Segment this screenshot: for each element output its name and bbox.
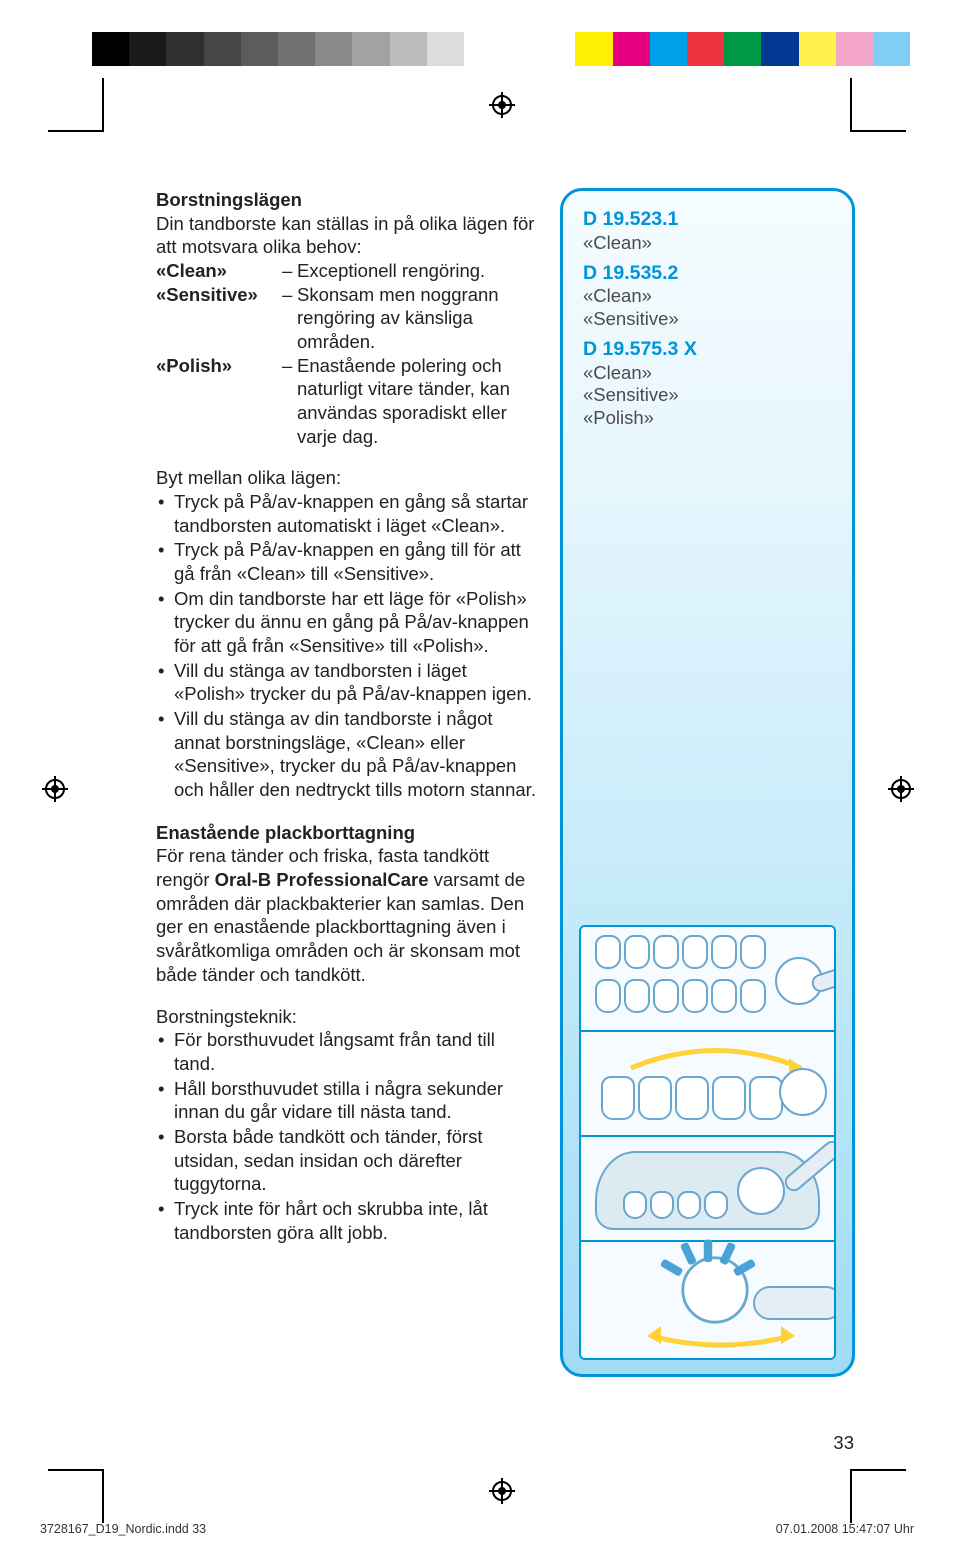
models-panel: D 19.523.1«Clean»D 19.535.2«Clean»«Sensi… — [560, 188, 855, 1377]
definition-body: Enastående polering och naturligt vitare… — [297, 354, 536, 449]
illustration-cell — [581, 927, 834, 1032]
footer-file: 3728167_D19_Nordic.indd 33 — [40, 1521, 206, 1537]
registration-mark-icon — [489, 1478, 515, 1504]
technique-list: För borsthuvudet långsamt från tand till… — [156, 1028, 536, 1244]
registration-mark-icon — [489, 92, 515, 118]
printer-color-bar — [92, 32, 910, 66]
definition-row: «Clean»–Exceptionell rengöring. — [156, 259, 536, 283]
model-heading: D 19.535.2 — [583, 261, 832, 286]
model-modes: «Clean»«Sensitive» — [583, 285, 832, 330]
list-item: Vill du stänga av din tandborste i något… — [156, 707, 536, 802]
crop-mark — [102, 1469, 104, 1523]
list-item: Om din tandborste har ett läge för «Poli… — [156, 587, 536, 658]
switch-list: Tryck på På/av-knappen en gång så starta… — [156, 490, 536, 802]
illustration-cell — [581, 1137, 834, 1242]
registration-mark-icon — [42, 776, 68, 802]
models-list: D 19.523.1«Clean»D 19.535.2«Clean»«Sensi… — [563, 191, 852, 429]
list-item: Vill du stänga av tandborsten i läget «P… — [156, 659, 536, 706]
crop-mark — [850, 130, 906, 132]
model-heading: D 19.523.1 — [583, 207, 832, 232]
section2-para: För rena tänder och friska, fasta tandkö… — [156, 844, 536, 986]
definition-body: Skonsam men noggrann rengöring av känsli… — [297, 283, 536, 354]
illustration-cell — [581, 1242, 834, 1358]
definition-term: «Polish» — [156, 354, 282, 449]
definition-term: «Sensitive» — [156, 283, 282, 354]
model-modes: «Clean» — [583, 232, 832, 255]
definition-row: «Polish»–Enastående polering och naturli… — [156, 354, 536, 449]
footer-timestamp: 07.01.2008 15:47:07 Uhr — [776, 1521, 914, 1537]
crop-mark — [850, 1469, 906, 1471]
definition-row: «Sensitive»–Skonsam men noggrann rengöri… — [156, 283, 536, 354]
model-heading: D 19.575.3 X — [583, 337, 832, 362]
switch-heading: Byt mellan olika lägen: — [156, 466, 536, 490]
page: Borstningslägen Din tandborste kan ställ… — [0, 0, 954, 1555]
definition-body: Exceptionell rengöring. — [297, 259, 536, 283]
crop-mark — [48, 130, 104, 132]
list-item: Tryck inte för hårt och skrubba inte, lå… — [156, 1197, 536, 1244]
illustration-cell — [581, 1032, 834, 1137]
list-item: Tryck på På/av-knappen en gång så starta… — [156, 490, 536, 537]
section-heading: Borstningslägen — [156, 188, 536, 212]
technique-heading: Borstningsteknik: — [156, 1005, 536, 1029]
crop-mark — [850, 78, 852, 132]
intro-text: Din tandborste kan ställas in på olika l… — [156, 212, 536, 259]
section-heading: Enastående plackborttagning — [156, 821, 536, 845]
list-item: Borsta både tandkött och tänder, först u… — [156, 1125, 536, 1196]
list-item: Håll borsthuvudet stilla i några sekunde… — [156, 1077, 536, 1124]
definitions-list: «Clean»–Exceptionell rengöring.«Sensitiv… — [156, 259, 536, 448]
crop-mark — [48, 1469, 104, 1471]
crop-mark — [102, 78, 104, 132]
text-column: Borstningslägen Din tandborste kan ställ… — [156, 188, 536, 1245]
list-item: För borsthuvudet långsamt från tand till… — [156, 1028, 536, 1075]
crop-mark — [850, 1469, 852, 1523]
definition-term: «Clean» — [156, 259, 282, 283]
page-number: 33 — [833, 1431, 854, 1455]
model-modes: «Clean»«Sensitive»«Polish» — [583, 362, 832, 430]
list-item: Tryck på På/av-knappen en gång till för … — [156, 538, 536, 585]
brushing-illustrations — [579, 925, 836, 1360]
registration-mark-icon — [888, 776, 914, 802]
